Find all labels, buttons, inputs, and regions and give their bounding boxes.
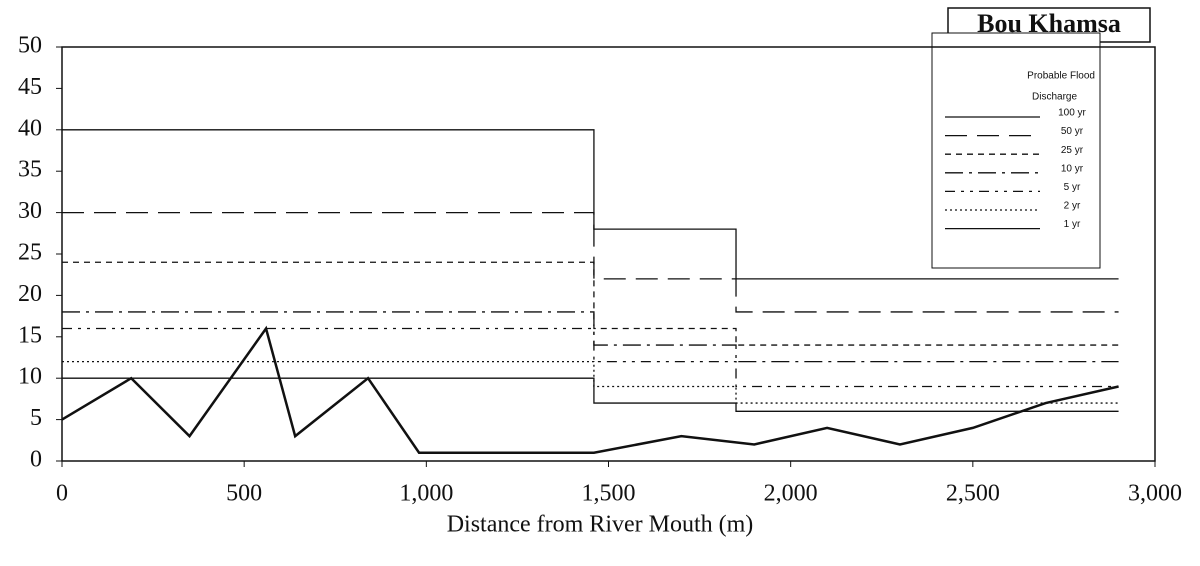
legend-label: 10 yr — [1061, 163, 1084, 174]
legend-title: Discharge — [1032, 92, 1077, 103]
x-tick-label: 2,500 — [946, 481, 1000, 507]
series-line — [62, 311, 1119, 363]
legend-label: 2 yr — [1064, 201, 1081, 212]
y-tick-label: 10 — [18, 364, 42, 390]
legend-label: 1 yr — [1064, 219, 1081, 230]
x-tick-label: 0 — [56, 481, 68, 507]
y-tick-label: 50 — [18, 33, 42, 59]
series-line — [62, 360, 1119, 404]
x-axis-label: Distance from River Mouth (m) — [447, 512, 754, 538]
legend-label: 100 yr — [1058, 108, 1086, 119]
series-line — [62, 377, 1119, 412]
x-tick-label: 500 — [226, 481, 262, 507]
x-tick-label: 2,000 — [764, 481, 818, 507]
series-line — [62, 327, 1119, 388]
series-line — [62, 261, 1119, 346]
y-tick-label: 5 — [30, 405, 42, 431]
y-tick-label: 15 — [18, 322, 42, 348]
y-tick-label: 0 — [30, 447, 42, 473]
legend-label: 50 yr — [1061, 126, 1084, 137]
x-tick-label: 1,000 — [399, 481, 453, 507]
series-line — [62, 211, 1119, 313]
series-line — [61, 325, 1119, 454]
y-tick-label: 30 — [18, 198, 42, 224]
y-tick-label: 45 — [18, 74, 42, 100]
x-tick-label: 3,000 — [1128, 481, 1182, 507]
y-tick-label: 25 — [18, 240, 42, 266]
y-tick-label: 40 — [18, 115, 42, 141]
legend-label: 25 yr — [1061, 145, 1084, 156]
y-tick-label: 20 — [18, 281, 42, 307]
legend-label: 5 yr — [1064, 182, 1081, 193]
series-line — [62, 129, 1119, 280]
x-tick-label: 1,500 — [582, 481, 636, 507]
legend-title: Probable Flood — [1027, 71, 1095, 82]
y-tick-label: 35 — [18, 157, 42, 183]
